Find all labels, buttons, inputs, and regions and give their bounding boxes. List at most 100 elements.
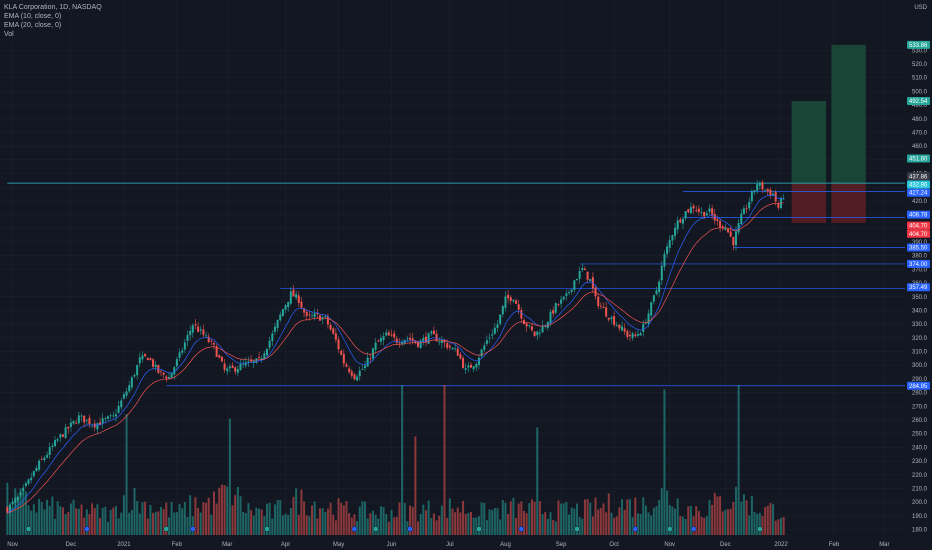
volume-bar: [729, 508, 732, 535]
price-tick-label: 260.0: [912, 418, 928, 424]
volume-bar: [774, 520, 777, 535]
time-tick-label: Feb: [172, 542, 183, 548]
time-tick-label: 2021: [117, 542, 131, 548]
volume-bar: [329, 502, 332, 535]
price-tag-bg: [907, 172, 930, 181]
volume-bar: [114, 506, 117, 535]
volume-bar: [692, 516, 695, 535]
volume-bar: [136, 501, 139, 535]
candle-body: [141, 355, 144, 360]
candle-body: [552, 310, 555, 314]
volume-bar: [303, 501, 306, 535]
volume-bar: [361, 501, 364, 535]
time-axis[interactable]: Nov Dec 2021 Feb Mar Apr May Jun Jul Aug Sep Oct Nov…: [7, 542, 889, 548]
volume-bar: [628, 499, 632, 535]
volume-bar: [51, 496, 54, 535]
volume-bar: [544, 512, 547, 535]
candle-body: [276, 319, 279, 328]
candle-body: [104, 418, 107, 420]
volume-bar: [621, 499, 624, 535]
volume-bar: [742, 494, 745, 535]
volume-bar: [695, 506, 698, 535]
candle-body: [440, 340, 443, 344]
volume-bar: [538, 501, 541, 535]
candle-body: [207, 336, 210, 343]
candle-body: [326, 316, 329, 325]
volume-bar: [780, 517, 783, 535]
volume-bar: [212, 491, 216, 535]
candle-body: [332, 328, 335, 334]
earnings-marker: [372, 526, 379, 532]
volume-bar: [144, 501, 147, 535]
position-tools[interactable]: [791, 44, 866, 223]
ema10-label[interactable]: EMA (10, close, 0): [4, 13, 62, 20]
volume-bar: [650, 515, 653, 535]
candle-body: [197, 326, 200, 332]
volume-bar: [430, 518, 433, 535]
volume-bar: [43, 509, 46, 535]
candle-body: [353, 374, 356, 380]
candle-body: [61, 434, 64, 437]
candle-body: [745, 208, 748, 210]
volume-bar: [387, 521, 390, 535]
volume-bar: [374, 514, 377, 535]
vol-label[interactable]: Vol: [4, 31, 14, 38]
candle-body: [167, 377, 170, 379]
volume-bar: [8, 508, 11, 535]
volume-bar: [750, 496, 753, 535]
candle-body: [234, 367, 237, 372]
volume-bar: [167, 517, 170, 535]
volume-bar: [676, 498, 679, 535]
volume-bar: [475, 517, 478, 535]
time-tick-label: Nov: [7, 542, 18, 548]
candle-body: [345, 364, 348, 367]
volume-bar: [101, 507, 104, 535]
candle-body: [133, 374, 136, 377]
candle-body: [14, 498, 17, 503]
candle-body: [24, 483, 27, 486]
volume-bar: [448, 498, 451, 535]
ema20-label[interactable]: EMA (20, close, 0): [4, 22, 62, 29]
volume-bar: [284, 513, 287, 535]
price-tag: 427.24: [907, 188, 930, 197]
volume-bar: [663, 389, 666, 535]
volume-bar: [467, 512, 470, 535]
candle-body: [565, 293, 568, 296]
volume-bar: [316, 518, 319, 535]
candle-body: [337, 339, 340, 350]
volume-bar: [560, 503, 563, 535]
candle-body: [525, 323, 528, 327]
candle-body: [650, 302, 653, 316]
time-tick-label: Feb: [829, 542, 840, 548]
volume-bar: [191, 516, 194, 535]
volume-bar: [91, 503, 94, 535]
candle-body: [51, 445, 54, 448]
symbol-title[interactable]: KLA Corporation, 1D, NASDAQ: [4, 4, 102, 11]
volume-bar: [541, 514, 544, 535]
volume-bar: [459, 512, 462, 535]
time-tick-label: Dec: [66, 542, 77, 548]
price-tick-label: 480.0: [912, 117, 928, 123]
price-tag-label: 357.49: [909, 285, 928, 291]
candle-body: [636, 334, 639, 336]
candle-body: [623, 328, 626, 332]
price-tag-bg: [907, 40, 930, 49]
price-tag: 451.80: [907, 154, 930, 163]
candle-body: [583, 268, 586, 271]
volume-bar: [340, 502, 343, 535]
candle-body: [393, 333, 396, 338]
candle-body: [210, 340, 213, 342]
event-markers[interactable]: [25, 526, 763, 532]
candle-body: [422, 338, 425, 342]
candle-body: [666, 246, 669, 254]
price-axis[interactable]: 180.0 190.0 200.0 210.0 220.0 230.0 240.0 250.0…: [907, 5, 930, 534]
earnings-marker: [407, 526, 413, 532]
candle-body: [316, 313, 319, 315]
volume-bar: [631, 517, 634, 535]
candle-body: [737, 222, 740, 233]
horizontal-levels[interactable]: [7, 182, 905, 387]
volume-bar: [525, 513, 528, 535]
earnings-marker: [476, 526, 482, 532]
volume-bar: [485, 520, 488, 535]
